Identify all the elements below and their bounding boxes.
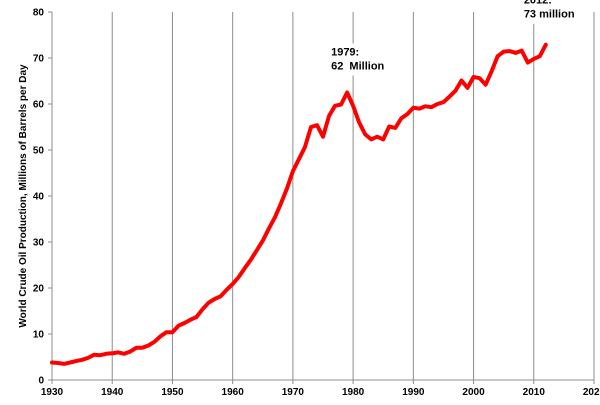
x-tick-label: 1940 — [101, 387, 124, 398]
x-tick-label: 1980 — [342, 387, 365, 398]
annotation-1979: 1979: 62 Million — [327, 43, 390, 76]
y-tick-label: 70 — [33, 54, 45, 65]
y-tick-label: 40 — [33, 192, 45, 203]
annotation-year: 1979: — [331, 47, 359, 59]
x-tick-label: 1930 — [41, 387, 64, 398]
annotation-value: 62 Million — [331, 61, 384, 73]
x-tick-label: 1970 — [282, 387, 305, 398]
x-tick-label: 2000 — [462, 387, 485, 398]
y-tick-label: 10 — [33, 330, 45, 341]
annotation-background — [327, 43, 390, 76]
y-tick-label: 60 — [33, 100, 45, 111]
annotation-background — [519, 0, 582, 24]
annotations-group: 1979: 62 Million 2012: 73 million — [327, 0, 582, 76]
x-tick-label: 1960 — [222, 387, 245, 398]
series-group — [50, 42, 548, 366]
y-tick-label: 20 — [33, 284, 45, 295]
y-axis-tick-labels: 0 10 20 30 40 50 60 70 80 — [33, 8, 45, 387]
y-tick-label: 0 — [38, 376, 44, 387]
oil-production-series-line — [50, 42, 548, 366]
y-tick-label: 30 — [33, 238, 45, 249]
x-tick-label: 1950 — [161, 387, 184, 398]
chart-axes — [48, 11, 595, 384]
x-tick-label: 2010 — [523, 387, 546, 398]
y-tick-label: 80 — [33, 8, 45, 19]
annotation-2012: 2012: 73 million — [519, 0, 582, 24]
annotation-year: 2012: — [524, 0, 552, 7]
x-tick-label: 1990 — [402, 387, 425, 398]
y-axis-label: World Crude Oil Production, Millions of … — [18, 64, 29, 328]
y-tick-label: 50 — [33, 146, 45, 157]
annotation-value: 73 million — [524, 9, 575, 21]
